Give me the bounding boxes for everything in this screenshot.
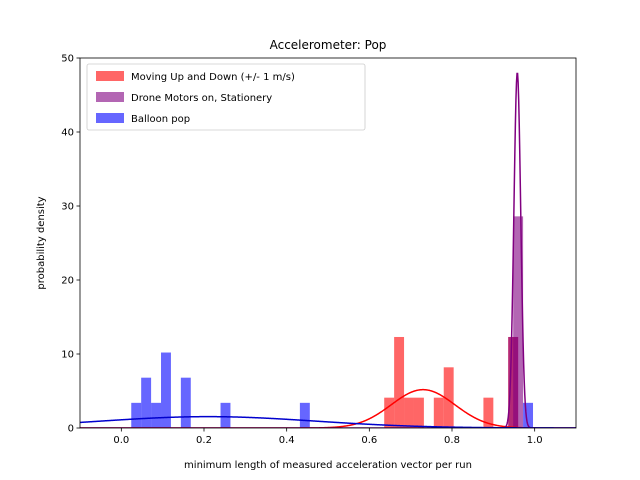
y-axis-label: probability density: [36, 196, 47, 289]
bar-series-0-bin-0: [384, 397, 395, 428]
y-axis-ticks: 0 10 20 30 40 50: [61, 54, 80, 435]
y-tick-label-1: 10: [61, 350, 74, 361]
histogram-bars: [131, 216, 534, 428]
bar-series-2-bin-4: [180, 377, 191, 428]
bar-series-2-bin-5: [220, 402, 231, 428]
bar-series-0-bin-2: [404, 397, 414, 428]
x-axis-ticks: 0.0 0.2 0.4 0.6 0.8 1.0: [113, 428, 543, 446]
bar-series-0-bin-5: [443, 367, 454, 428]
y-tick-label-4: 40: [61, 128, 74, 139]
bar-series-0-bin-1: [394, 336, 405, 428]
x-tick-label-1: 0.2: [196, 435, 212, 446]
y-tick-label-0: 0: [68, 424, 74, 435]
y-tick-label-5: 50: [61, 54, 74, 65]
x-tick-label-5: 1.0: [527, 435, 543, 446]
bar-series-2-bin-2: [151, 402, 162, 428]
legend-swatch-2: [96, 113, 124, 123]
plot-frame: [79, 57, 577, 429]
bar-series-0-bin-4: [433, 397, 444, 428]
bar-series-2-bin-1: [141, 377, 152, 428]
bar-series-2-bin-3: [161, 352, 171, 428]
x-axis-label: minimum length of measured acceleration …: [184, 460, 472, 471]
legend-swatch-1: [96, 92, 124, 102]
x-tick-label-2: 0.4: [279, 435, 295, 446]
bar-series-2-bin-0: [131, 402, 142, 428]
y-tick-label-2: 20: [61, 276, 74, 287]
legend-label-1: Drone Motors on, Stationery: [131, 93, 272, 104]
chart-title: Accelerometer: Pop: [270, 38, 387, 52]
legend-label-0: Moving Up and Down (+/- 1 m/s): [131, 72, 295, 83]
bar-series-1-bin-1: [513, 216, 524, 428]
x-tick-label-4: 0.8: [444, 435, 460, 446]
plot-area: [79, 57, 577, 429]
legend: Moving Up and Down (+/- 1 m/s) Drone Moto…: [86, 63, 366, 131]
bar-series-0-bin-3: [413, 397, 424, 428]
legend-label-2: Balloon pop: [131, 114, 190, 125]
bar-series-0-bin-6: [483, 397, 494, 428]
bar-series-2-bin-7: [523, 402, 534, 428]
x-tick-label-3: 0.6: [361, 435, 377, 446]
legend-swatch-0: [96, 71, 124, 81]
x-tick-label-0: 0.0: [113, 435, 129, 446]
bar-series-2-bin-6: [299, 402, 310, 428]
y-tick-label-3: 30: [61, 202, 74, 213]
legend-frame: [86, 63, 366, 131]
